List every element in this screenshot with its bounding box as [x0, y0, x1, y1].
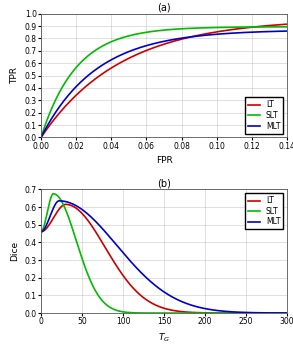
SLT	[134, 311, 137, 315]
LT	[278, 23, 282, 27]
SLT	[39, 230, 43, 234]
SLT	[152, 29, 156, 33]
MLT	[278, 29, 282, 33]
MLT	[281, 311, 284, 315]
LT	[159, 43, 162, 47]
MLT	[152, 42, 156, 46]
LT	[278, 23, 282, 27]
LT	[281, 311, 284, 315]
Y-axis label: Dice: Dice	[10, 241, 19, 261]
SLT	[285, 311, 289, 315]
LT	[67, 203, 71, 207]
MLT	[144, 276, 148, 280]
Line: LT: LT	[41, 24, 287, 138]
MLT	[285, 29, 289, 33]
LT	[134, 288, 137, 292]
SLT	[82, 261, 86, 266]
MLT	[134, 265, 137, 269]
MLT	[67, 201, 71, 205]
X-axis label: FPR: FPR	[156, 156, 173, 165]
LT	[152, 45, 156, 50]
MLT	[159, 40, 162, 44]
Y-axis label: TPR: TPR	[10, 67, 19, 84]
LT	[285, 311, 289, 315]
SLT	[278, 25, 282, 29]
MLT	[278, 29, 282, 33]
Line: MLT: MLT	[41, 31, 287, 138]
Line: MLT: MLT	[41, 201, 287, 313]
SLT	[233, 25, 236, 29]
MLT	[233, 31, 236, 35]
MLT	[39, 230, 43, 234]
Title: (b): (b)	[157, 179, 171, 189]
LT	[82, 213, 86, 217]
LT	[144, 298, 148, 302]
SLT	[67, 217, 71, 221]
MLT	[52, 114, 55, 118]
Legend: LT, SLT, MLT: LT, SLT, MLT	[245, 97, 283, 133]
SLT	[52, 102, 55, 106]
SLT	[144, 311, 148, 315]
X-axis label: $T_G$: $T_G$	[158, 332, 170, 344]
LT	[64, 202, 67, 206]
SLT	[159, 28, 162, 32]
SLT	[52, 192, 55, 196]
SLT	[281, 311, 284, 315]
SLT	[254, 311, 258, 315]
SLT	[278, 25, 282, 29]
SLT	[39, 136, 43, 140]
Line: SLT: SLT	[41, 194, 287, 313]
MLT	[82, 209, 86, 213]
SLT	[285, 25, 289, 29]
LT	[39, 230, 43, 234]
Line: SLT: SLT	[41, 27, 287, 138]
LT	[254, 311, 258, 315]
Title: (a): (a)	[157, 3, 171, 13]
MLT	[254, 311, 258, 315]
LT	[285, 22, 289, 26]
Legend: LT, SLT, MLT: LT, SLT, MLT	[245, 193, 283, 229]
LT	[52, 118, 55, 122]
MLT	[39, 136, 43, 140]
Line: LT: LT	[41, 204, 287, 313]
LT	[233, 27, 236, 31]
MLT	[285, 311, 289, 315]
LT	[39, 136, 43, 140]
MLT	[57, 199, 61, 203]
